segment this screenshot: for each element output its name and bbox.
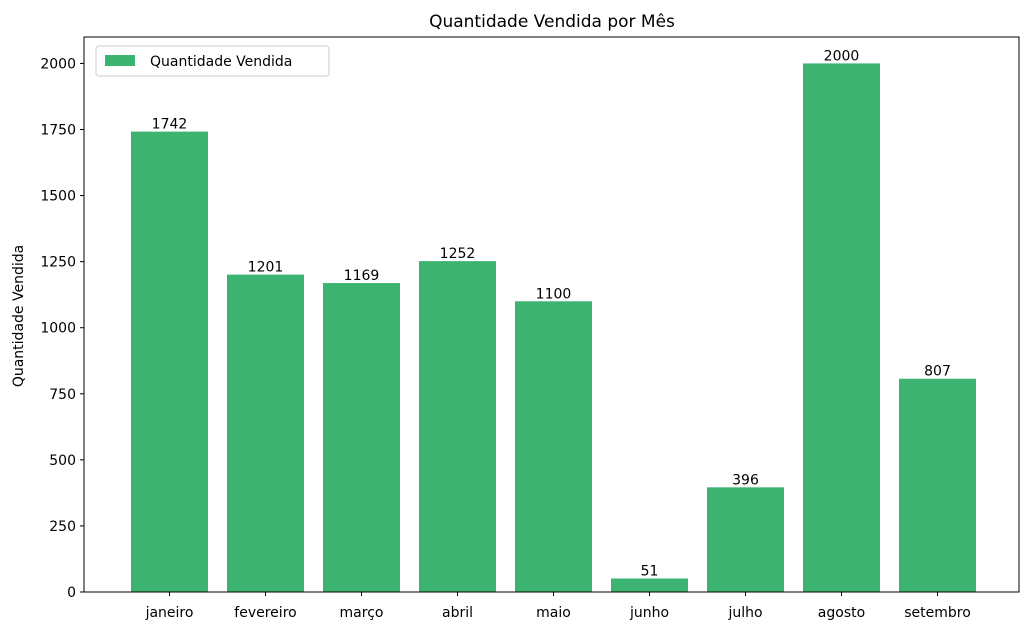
x-tick-label-maio: maio	[536, 605, 571, 621]
y-tick-label-1750: 1750	[40, 123, 76, 139]
data-label-janeiro: 1742	[152, 117, 188, 133]
bar-agosto	[803, 63, 880, 592]
y-tick-label-250: 250	[49, 519, 76, 535]
bar-janeiro	[131, 131, 208, 592]
bar-julho	[707, 487, 784, 592]
x-tick-label-março: março	[340, 605, 384, 621]
y-tick-label-2000: 2000	[40, 56, 76, 72]
plot-frame	[83, 36, 1020, 593]
y-tick-label-750: 750	[49, 387, 76, 403]
x-tick-label-fevereiro: fevereiro	[234, 605, 296, 621]
y-tick-label-1250: 1250	[40, 255, 76, 271]
bar-setembro	[899, 378, 976, 592]
data-label-agosto: 2000	[824, 48, 860, 64]
data-label-junho: 51	[641, 564, 659, 580]
data-label-abril: 1252	[440, 246, 476, 262]
legend-swatch	[105, 55, 135, 66]
x-tick-label-janeiro: janeiro	[145, 605, 194, 621]
y-tick-label-0: 0	[67, 585, 76, 601]
chart-title: Quantidade Vendida por Mês	[429, 12, 675, 32]
bar-fevereiro	[227, 274, 304, 592]
legend-label: Quantidade Vendida	[150, 54, 292, 70]
y-tick-label-1500: 1500	[40, 189, 76, 205]
y-axis-label: Quantidade Vendida	[11, 245, 27, 387]
y-tick-label-500: 500	[49, 453, 76, 469]
bar-junho	[611, 578, 688, 592]
legend: Quantidade Vendida	[95, 45, 330, 77]
x-tick-label-setembro: setembro	[904, 605, 971, 621]
axes-layer: janeiro fevereiro março abril maio junho julho…	[40, 36, 1020, 621]
bar-abril	[419, 261, 496, 592]
y-tick-label-1000: 1000	[40, 321, 76, 337]
x-tick-label-agosto: agosto	[818, 605, 865, 621]
data-label-setembro: 807	[924, 364, 951, 380]
bar-março	[323, 283, 400, 592]
data-label-julho: 396	[732, 472, 759, 488]
x-tick-label-junho: junho	[629, 605, 669, 621]
data-label-março: 1169	[344, 268, 380, 284]
bar-maio	[515, 301, 592, 592]
legend-box	[95, 45, 330, 77]
x-tick-label-abril: abril	[442, 605, 473, 621]
x-tick-label-julho: julho	[727, 605, 762, 621]
data-label-fevereiro: 1201	[248, 260, 284, 276]
data-label-maio: 1100	[536, 286, 572, 302]
bars-layer: 1742 1201 1169 1252 1100 51 396 2000 807	[131, 48, 976, 592]
